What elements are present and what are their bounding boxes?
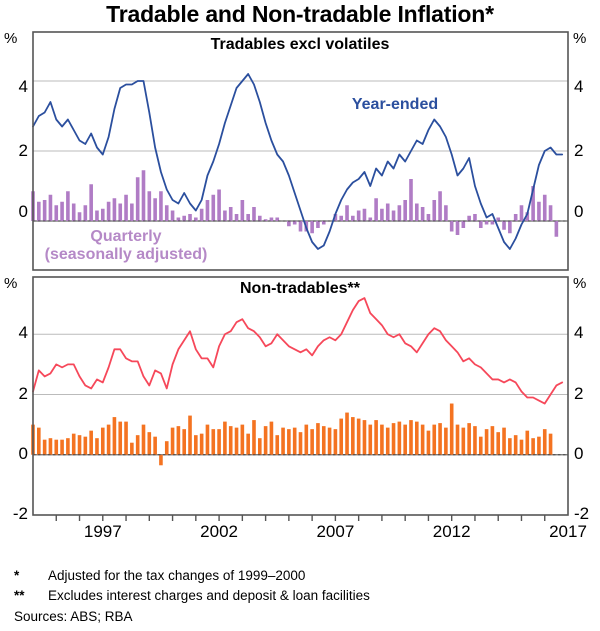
bottom-ytick-left-4: 4 xyxy=(18,323,28,342)
top-ytick-left-4: 4 xyxy=(18,77,28,96)
xtick-1997: 1997 xyxy=(83,522,122,541)
top-right-unit: % xyxy=(573,30,587,47)
sources-line: Sources: ABS; RBA xyxy=(14,609,133,624)
top-ytick-right-2: 2 xyxy=(574,141,584,160)
footnote-dstar-text: Excludes interest charges and deposit & … xyxy=(48,588,370,603)
top-ytick-left-2: 2 xyxy=(18,141,28,160)
bottom-ytick-left-0: 0 xyxy=(18,444,28,463)
bottom-ytick-right-4: 4 xyxy=(574,323,584,342)
bottom-panel-label: Non-tradables** xyxy=(239,280,361,297)
top-left-unit: % xyxy=(4,30,18,47)
bottom-right-unit: % xyxy=(573,275,587,292)
quarterly-annotation-line1: Quarterly xyxy=(90,228,162,245)
quarterly-annotation-line2: (seasonally adjusted) xyxy=(44,246,208,263)
year-ended-annotation: Year-ended xyxy=(351,96,439,113)
chart-title: Tradable and Non-tradable Inflation* xyxy=(106,1,494,27)
top-ytick-left-0: 0 xyxy=(18,202,28,221)
bottom-left-unit: % xyxy=(4,275,18,292)
bottom-ytick-right-0: 0 xyxy=(574,444,584,463)
footnotes: * Adjusted for the tax changes of 1999–2… xyxy=(14,566,594,627)
xtick-2012: 2012 xyxy=(432,522,471,541)
footnote-dstar-mark: ** xyxy=(14,588,25,603)
footnote-dstar: ** Excludes interest charges and deposit… xyxy=(14,586,594,606)
xtick-2007: 2007 xyxy=(316,522,355,541)
xtick-2017: 2017 xyxy=(549,522,587,541)
footnote-star-mark: * xyxy=(14,568,20,583)
footnote-star-text: Adjusted for the tax changes of 1999–200… xyxy=(48,568,306,583)
top-ytick-right-0: 0 xyxy=(574,202,584,221)
top-panel-label: Tradables excl volatiles xyxy=(210,36,390,53)
footnote-star: * Adjusted for the tax changes of 1999–2… xyxy=(14,566,594,586)
top-ytick-right-4: 4 xyxy=(574,77,584,96)
bottom-ytick-right-2: 2 xyxy=(574,384,584,403)
xtick-2002: 2002 xyxy=(200,522,238,541)
bottom-ytick-right-neg2: -2 xyxy=(574,504,590,523)
bottom-ytick-left-2: 2 xyxy=(18,384,28,403)
bottom-ytick-left-neg2: -2 xyxy=(12,504,28,523)
